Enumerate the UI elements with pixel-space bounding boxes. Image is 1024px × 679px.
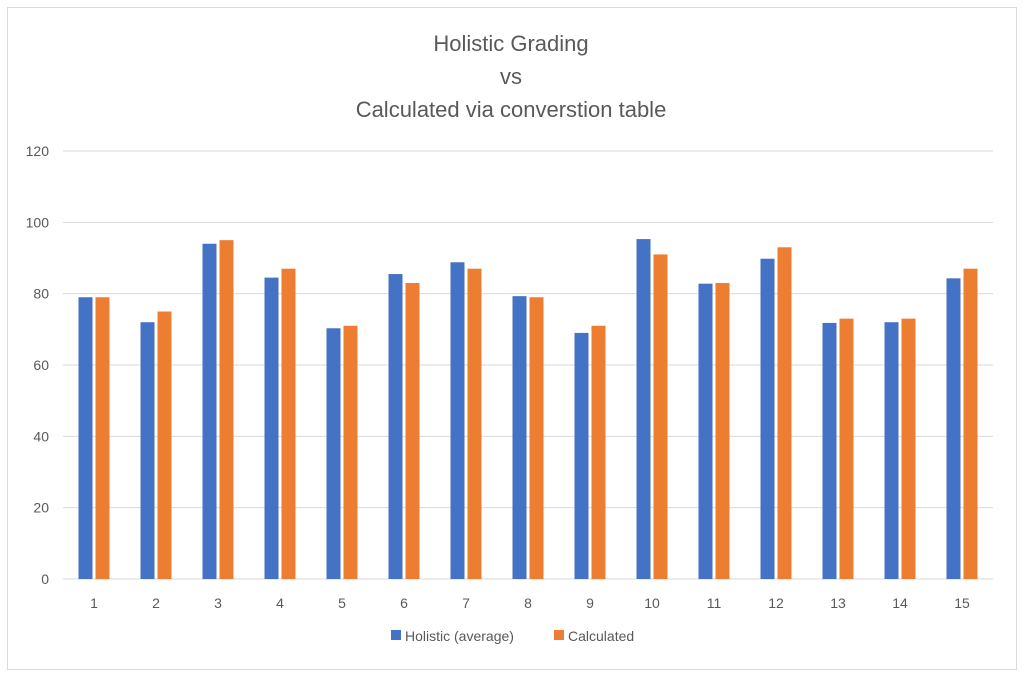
bar-calculated-13 [839,318,854,579]
bar-holistic-11 [698,283,713,579]
bar-calculated-10 [653,254,668,579]
bars [78,239,978,580]
bar-holistic-15 [946,278,961,579]
x-tick-label: 10 [644,595,660,611]
y-tick-label: 60 [33,357,49,373]
x-tick-label: 11 [707,595,722,611]
bar-calculated-8 [529,297,544,579]
bar-calculated-15 [963,268,978,579]
x-tick-label: 5 [338,595,346,611]
bar-holistic-14 [884,322,899,579]
bar-calculated-2 [157,311,172,579]
chart-title-line-1: Holistic Grading [433,31,588,56]
chart-title-line-2: vs [500,64,522,89]
x-tick-label: 2 [152,595,160,611]
x-tick-label: 15 [954,595,970,611]
x-tick-label: 14 [892,595,908,611]
x-tick-label: 8 [524,595,532,611]
x-tick-label: 12 [768,595,784,611]
bar-calculated-1 [95,297,110,579]
bar-calculated-3 [219,240,234,579]
y-tick-label: 0 [41,571,49,587]
legend-swatch-holistic [391,630,401,640]
x-tick-label: 6 [400,595,408,611]
chart-frame: Holistic Grading vs Calculated via conve… [7,7,1017,670]
legend-label-calculated: Calculated [568,628,634,644]
chart-title-line-3: Calculated via converstion table [356,97,667,122]
x-tick-label: 9 [586,595,594,611]
y-tick-label: 80 [33,286,49,302]
bar-holistic-10 [636,239,651,579]
bar-calculated-11 [715,282,730,579]
legend-swatch-calculated [554,630,564,640]
y-axis-tick-labels: 0 20 40 60 80 100 120 [26,143,50,587]
bar-holistic-4 [264,277,279,579]
x-tick-label: 4 [276,595,284,611]
y-tick-label: 20 [33,500,49,516]
bar-holistic-13 [822,322,837,579]
bar-holistic-6 [388,274,403,579]
bar-calculated-5 [343,325,358,579]
x-tick-label: 3 [214,595,222,611]
bar-holistic-3 [202,243,217,579]
bar-calculated-6 [405,282,420,579]
legend-label-holistic: Holistic (average) [405,628,514,644]
x-tick-label: 1 [90,595,98,611]
gridlines [63,150,993,580]
y-tick-label: 40 [33,428,49,444]
bar-holistic-2 [140,322,155,579]
bar-holistic-1 [78,297,93,579]
x-tick-label: 13 [830,595,846,611]
bar-calculated-9 [591,325,606,579]
bar-calculated-4 [281,268,296,579]
bar-holistic-7 [450,262,465,579]
bar-holistic-12 [760,258,775,579]
bar-calculated-12 [777,247,792,580]
y-tick-label: 100 [26,214,50,230]
bar-holistic-9 [574,332,589,579]
bar-calculated-7 [467,268,482,579]
x-axis-tick-labels: 1 2 3 4 5 6 7 8 9 10 11 12 13 14 15 [90,595,970,611]
y-tick-label: 120 [26,143,50,159]
x-tick-label: 7 [462,595,470,611]
bar-holistic-8 [512,296,527,579]
bar-calculated-14 [901,318,916,579]
legend: Holistic (average) Calculated [391,628,634,644]
chart-title: Holistic Grading vs Calculated via conve… [356,31,667,122]
bar-holistic-5 [326,328,341,579]
bar-chart: Holistic Grading vs Calculated via conve… [26,31,993,644]
